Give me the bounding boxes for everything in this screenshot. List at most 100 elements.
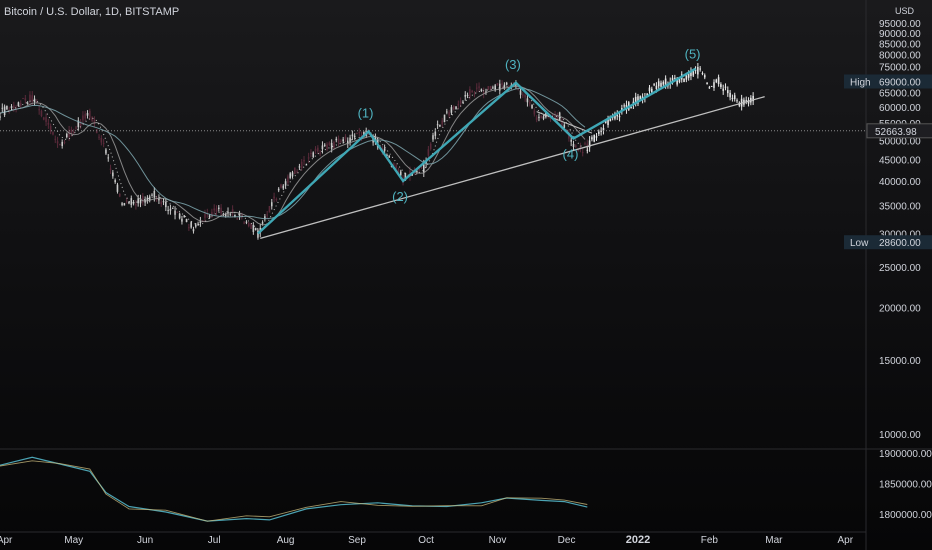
candle-body — [598, 131, 600, 134]
candle-body — [273, 196, 275, 199]
candle-body — [651, 88, 653, 93]
candle-body — [56, 141, 59, 144]
candle-body — [657, 81, 660, 87]
candle-body — [498, 83, 501, 91]
candle-body — [300, 161, 303, 168]
candle-body — [335, 138, 338, 141]
candle-body — [676, 79, 678, 85]
candle-body — [42, 117, 45, 120]
candle-body — [630, 106, 632, 109]
candle-body — [192, 229, 195, 232]
candle-body — [270, 202, 273, 207]
candle-body — [291, 172, 294, 177]
y-tick-label: 95000.00 — [879, 19, 921, 30]
candle-body — [561, 122, 563, 126]
candle-body — [422, 164, 425, 173]
candle-body — [24, 98, 27, 101]
candle-body — [639, 96, 642, 101]
candle-body — [284, 181, 287, 186]
candle-body — [572, 143, 575, 147]
candle-body — [429, 143, 432, 150]
candle-body — [706, 82, 708, 85]
trend-support-line — [260, 96, 765, 240]
candle-body — [604, 120, 607, 123]
candle-body — [254, 228, 257, 231]
moving-average-1 — [0, 85, 586, 226]
candle-body — [383, 148, 386, 151]
candle-body — [211, 212, 213, 215]
candle-body — [174, 210, 176, 215]
candle-body — [708, 87, 711, 89]
candle-body — [637, 96, 639, 104]
candle-body — [618, 116, 621, 118]
candle-body — [79, 121, 82, 127]
candle-body — [524, 94, 526, 98]
candle-body — [98, 136, 100, 138]
candle-body — [176, 211, 179, 213]
candle-body — [694, 69, 697, 71]
candle-body — [690, 71, 692, 77]
candle-body — [319, 152, 321, 154]
candle-body — [54, 138, 57, 140]
candle-body — [722, 88, 725, 91]
candle-body — [397, 169, 400, 173]
candle-body — [683, 78, 685, 83]
candle-body — [243, 222, 245, 224]
candle-body — [169, 208, 172, 211]
y-tick-label: 65000.00 — [879, 88, 921, 99]
candle-body — [358, 131, 361, 133]
candle-body — [135, 203, 137, 206]
candle-body — [181, 218, 183, 222]
candle-body — [574, 145, 577, 148]
candle-body — [586, 149, 589, 151]
candle-body — [328, 142, 331, 146]
candle-body — [736, 100, 738, 102]
candle-body — [337, 138, 340, 144]
candle-body — [326, 144, 328, 150]
candle-body — [107, 157, 110, 159]
candle-body — [59, 144, 61, 146]
candle-body — [158, 197, 160, 201]
candle-body — [227, 211, 229, 213]
y-tick-label: 30000.00 — [879, 230, 921, 241]
candle-body — [699, 68, 701, 70]
candle-body — [526, 98, 529, 103]
candle-body — [197, 223, 199, 225]
wave-label: (5) — [685, 47, 701, 62]
candle-body — [17, 102, 20, 106]
candle-body — [321, 145, 324, 150]
candle-body — [287, 176, 289, 183]
y-tick-label: 85000.00 — [879, 39, 921, 50]
candle-body — [29, 94, 31, 102]
candle-body — [448, 112, 450, 116]
candle-body — [215, 208, 218, 213]
candle-body — [535, 117, 538, 120]
candle-body — [114, 180, 116, 183]
y-tick-label: 10000.00 — [879, 430, 921, 441]
candle-body — [393, 163, 395, 166]
candle-body — [623, 105, 625, 107]
y-tick-label: 60000.00 — [879, 103, 921, 114]
candle-body — [296, 171, 298, 173]
candle-body — [61, 141, 63, 147]
candle-body — [178, 213, 181, 219]
candle-body — [1, 107, 4, 109]
candle-body — [692, 70, 695, 76]
candle-body — [570, 139, 572, 142]
candle-body — [443, 114, 446, 123]
wave-label: (4) — [563, 146, 579, 161]
candle-body — [646, 93, 648, 96]
candle-body — [47, 122, 50, 125]
x-tick-label: Jun — [137, 535, 153, 546]
candle-body — [634, 96, 637, 103]
candle-body — [540, 115, 543, 119]
candle-body — [480, 89, 483, 91]
candle-body — [231, 209, 234, 214]
candlestick-series — [0, 62, 754, 240]
candle-body — [496, 82, 499, 86]
candle-body — [528, 101, 531, 105]
candle-body — [478, 86, 480, 88]
candle-body — [671, 77, 674, 82]
candle-body — [653, 84, 655, 86]
